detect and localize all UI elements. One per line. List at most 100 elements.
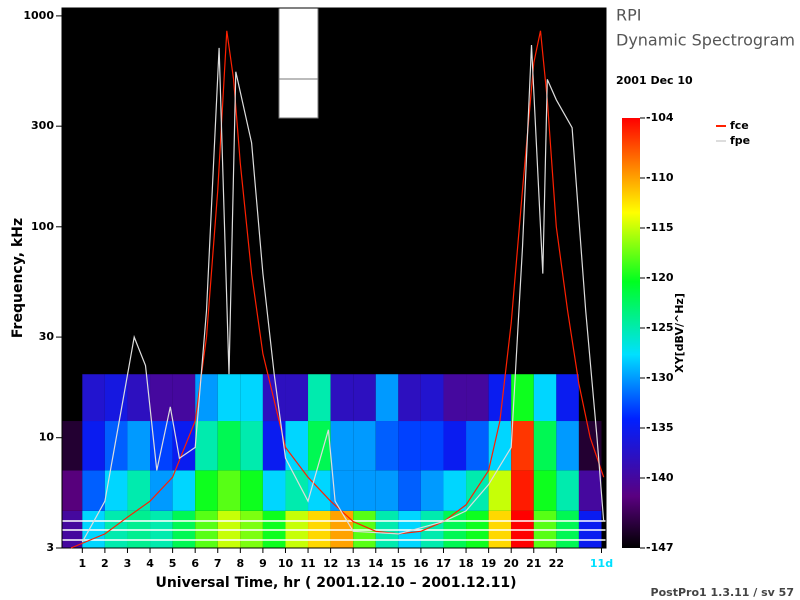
spectrogram-cell	[172, 374, 196, 422]
spectrogram-cell	[375, 374, 399, 422]
spectrogram-cell	[127, 470, 151, 511]
x-tick-label: 7	[214, 557, 222, 570]
colorbar-tick-label: -135	[646, 421, 674, 434]
spectrogram-cell	[443, 374, 467, 422]
x-tick-label: 17	[436, 557, 451, 570]
plot-area	[62, 374, 602, 548]
x-tick-label: 5	[169, 557, 177, 570]
x-tick-label: 2	[101, 557, 109, 570]
colorbar-tick-label: -115	[646, 221, 674, 234]
spectrogram-cell	[62, 470, 83, 511]
spectrogram-cell	[443, 421, 467, 471]
spectrogram-cell	[127, 374, 151, 422]
spectrogram-cell	[104, 374, 128, 422]
colorbar-tick-label: -120	[646, 271, 674, 284]
data-gap	[278, 7, 319, 119]
x-tick-label: 11d	[590, 557, 613, 570]
spectrogram-cell	[578, 470, 602, 511]
spectrogram-cell	[172, 421, 196, 471]
spectrogram-cell	[398, 421, 421, 471]
x-tick-label: 6	[191, 557, 199, 570]
spectrogram-cell	[262, 421, 286, 471]
spectrogram-cell	[172, 470, 196, 511]
colorbar-tick-label: -110	[646, 171, 674, 184]
spectrogram-cell	[398, 470, 421, 511]
x-tick-label: 4	[146, 557, 154, 570]
spectrogram-cell	[82, 421, 105, 471]
spectrogram-cell	[353, 421, 376, 471]
spectrogram-cell	[217, 374, 241, 422]
x-tick-label: 22	[549, 557, 564, 570]
spectrogram-cell	[285, 470, 309, 511]
spectrogram-cell	[104, 421, 128, 471]
legend-label: fpe	[730, 134, 750, 147]
spectrogram-cell	[330, 374, 354, 422]
x-tick-label: 14	[368, 557, 384, 570]
spectrogram-cell	[240, 421, 263, 471]
date-label: 2001 Dec 10	[616, 74, 693, 87]
spectrogram-cell	[556, 374, 579, 422]
spectrogram-cell	[375, 470, 399, 511]
y-tick-label: 100	[31, 220, 54, 233]
spectrogram-cell	[398, 374, 421, 422]
spectrogram-cell	[262, 470, 286, 511]
spectrogram-cell	[308, 374, 331, 422]
spectrogram-cell	[240, 470, 263, 511]
spectrogram-cell	[488, 421, 512, 471]
spectrogram-cell	[240, 374, 263, 422]
spectrogram-cell	[62, 374, 83, 422]
spectrogram-cell	[82, 374, 105, 422]
spectrogram-cell	[533, 470, 557, 511]
spectrogram-cell	[466, 470, 489, 511]
spectrogram-cell	[488, 374, 512, 422]
y-tick-label: 1000	[23, 9, 54, 22]
x-tick-label: 18	[458, 557, 473, 570]
subtitle: Dynamic Spectrogram	[616, 31, 795, 50]
x-tick-label: 12	[323, 557, 338, 570]
colorbar-label: XY[dBV/^Hz]	[673, 293, 686, 373]
spectrogram-cell	[195, 470, 218, 511]
spectrogram-cell	[556, 421, 579, 471]
spectrogram-cell	[150, 421, 173, 471]
spectrogram-cell	[150, 470, 173, 511]
plot-frame	[61, 7, 607, 549]
x-tick-label: 10	[278, 557, 294, 570]
spectrogram-cell	[127, 421, 151, 471]
colorbar-tick-label: -147	[646, 541, 674, 554]
spectrogram-cell	[533, 421, 557, 471]
title: RPI	[616, 6, 641, 25]
spectrogram-cell	[488, 470, 512, 511]
spectrogram-cell	[330, 470, 354, 511]
spectrogram-cell	[195, 421, 218, 471]
x-tick-label: 13	[346, 557, 361, 570]
legend-label: fce	[730, 119, 749, 132]
spectrogram-cell	[466, 421, 489, 471]
spectrogram-cell	[533, 374, 557, 422]
x-tick-label: 20	[504, 557, 520, 570]
x-tick-label: 11	[300, 557, 315, 570]
x-tick-label: 16	[413, 557, 429, 570]
spectrogram-cell	[217, 421, 241, 471]
y-tick-label: 10	[39, 431, 55, 444]
y-axis-label: Frequency, kHz	[10, 218, 26, 338]
footer: PostPro1 1.3.11 / sv 57	[651, 586, 794, 599]
spectrogram-cell	[82, 470, 105, 511]
x-tick-label: 1	[78, 557, 86, 570]
x-tick-label: 8	[236, 557, 244, 570]
x-tick-label: 21	[526, 557, 541, 570]
x-tick-label: 15	[391, 557, 406, 570]
spectrogram-cell	[375, 421, 399, 471]
spectrogram-cell	[420, 421, 444, 471]
spectrogram-cell	[511, 374, 534, 422]
y-tick-label: 3	[46, 541, 54, 554]
spectrogram-cell	[330, 421, 354, 471]
spectrogram-cell	[150, 374, 173, 422]
colorbar	[622, 118, 640, 548]
spectrogram-cell	[308, 421, 331, 471]
spectrogram-cell	[443, 470, 467, 511]
spectrogram-cell	[285, 374, 309, 422]
y-tick-label: 300	[31, 119, 54, 132]
spectrogram-cell	[556, 470, 579, 511]
spectrogram-cell	[217, 470, 241, 511]
spectrogram-cell	[104, 470, 128, 511]
